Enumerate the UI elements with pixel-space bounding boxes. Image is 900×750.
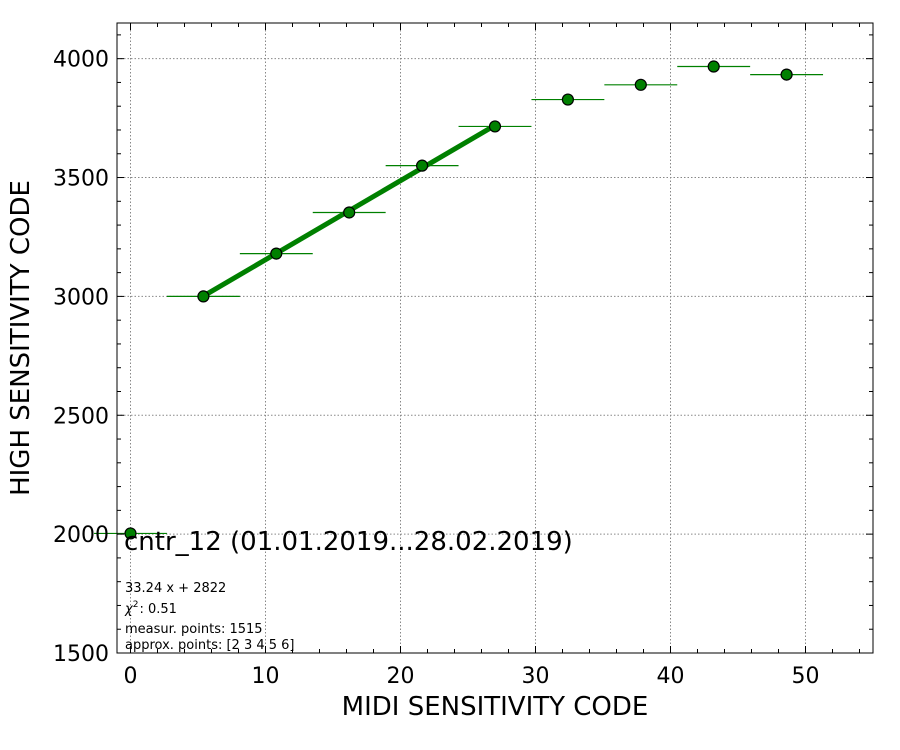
measur-points: measur. points: 1515 [125, 622, 263, 637]
y-tick-label: 3000 [53, 285, 109, 310]
plot-background [117, 23, 873, 653]
approx-points: approx. points: [2 3 4 5 6] [125, 638, 295, 653]
y-tick-label: 2000 [53, 523, 109, 548]
x-tick-label: 50 [792, 664, 820, 689]
y-tick-label: 3500 [53, 167, 109, 192]
x-tick-label: 0 [124, 664, 138, 689]
y-tick-label: 2500 [53, 404, 109, 429]
data-point [124, 527, 137, 540]
x-tick-label: 10 [252, 664, 280, 689]
chart-title: cntr_12 (01.01.2019...28.02.2019) [124, 527, 573, 557]
data-point [780, 68, 793, 81]
x-tick-label: 40 [657, 664, 685, 689]
y-axis-label: HIGH SENSITIVITY CODE [6, 180, 36, 496]
x-tick-label: 30 [522, 664, 550, 689]
data-point [270, 247, 283, 260]
chi-exponent: 2 [133, 600, 139, 610]
tick-labels: 0 10 20 30 40 50 1500 2000 2500 3000 3500 4000 [53, 48, 820, 689]
data-point [343, 206, 356, 219]
x-axis-label: MIDI SENSITIVITY CODE [342, 692, 649, 722]
data-point [197, 290, 210, 303]
plot-frame [116, 22, 874, 654]
ticks [117, 23, 873, 654]
chi-symbol: χ [124, 602, 134, 617]
fit-equation: 33.24 x + 2822 [125, 581, 226, 596]
data-point [561, 93, 575, 106]
chi-square-label: χ2: 0.51 [124, 600, 177, 617]
data-points [124, 60, 793, 540]
data-point [634, 78, 647, 91]
chi-value: : 0.51 [139, 602, 176, 617]
y-tick-label: 4000 [53, 48, 109, 73]
data-point [488, 120, 502, 133]
y-tick-label: 1500 [53, 642, 109, 667]
data-point [707, 60, 720, 73]
data-point [416, 159, 429, 172]
x-tick-label: 20 [387, 664, 415, 689]
